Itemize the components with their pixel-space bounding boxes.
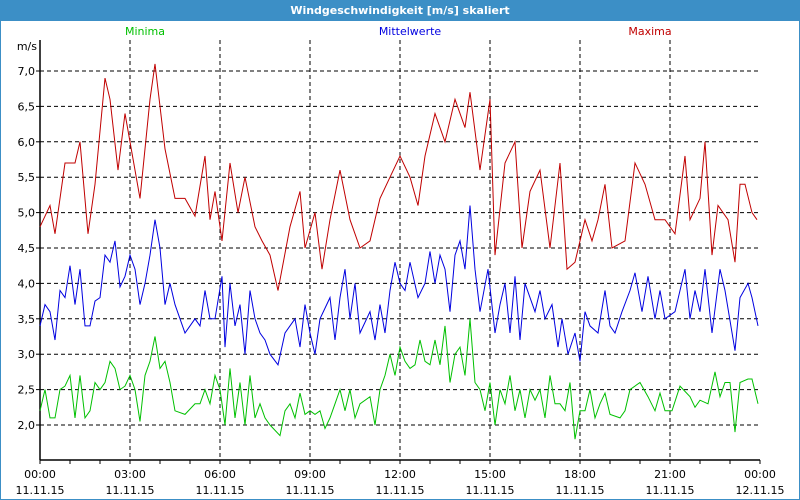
x-tick-time: 09:00: [294, 468, 326, 481]
window-title: Windgeschwindigkeit [m/s] skaliert: [0, 0, 800, 21]
x-tick-date: 11.11.15: [196, 484, 245, 497]
x-tick-time: 00:00: [744, 468, 776, 481]
series-line-mittelwerte: [39, 205, 759, 366]
series-line-maxima: [39, 63, 758, 291]
y-tick-label: 2,0: [18, 419, 36, 432]
y-tick-label: 3,0: [18, 348, 36, 361]
x-tick-time: 15:00: [474, 468, 506, 481]
x-tick-time: 18:00: [564, 468, 596, 481]
x-tick-time: 03:00: [114, 468, 146, 481]
y-tick-label: 4,5: [18, 242, 36, 255]
x-tick-time: 00:00: [24, 468, 56, 481]
x-tick-date: 11.11.15: [286, 484, 335, 497]
y-tick-label: 2,5: [18, 384, 36, 397]
x-tick-date: 12.11.15: [736, 484, 785, 497]
legend-maxima: Maxima: [628, 25, 671, 38]
x-tick-time: 06:00: [204, 468, 236, 481]
legend-minima: Minima: [125, 25, 165, 38]
y-tick-label: 5,5: [18, 171, 36, 184]
y-tick-label: 5,0: [18, 207, 36, 220]
x-tick-date: 11.11.15: [376, 484, 425, 497]
y-tick-label: 6,5: [18, 100, 36, 113]
x-tick-date: 11.11.15: [106, 484, 155, 497]
x-tick-date: 11.11.15: [556, 484, 605, 497]
x-tick-date: 11.11.15: [466, 484, 515, 497]
y-tick-label: 7,0: [18, 65, 36, 78]
x-tick-time: 21:00: [654, 468, 686, 481]
y-axis-label: m/s: [17, 40, 37, 53]
y-tick-label: 3,5: [18, 313, 36, 326]
y-tick-label: 4,0: [18, 277, 36, 290]
series-line-minima: [39, 318, 759, 440]
x-tick-time: 12:00: [384, 468, 416, 481]
x-tick-date: 11.11.15: [646, 484, 695, 497]
x-tick-date: 11.11.15: [16, 484, 65, 497]
y-tick-label: 6,0: [18, 136, 36, 149]
legend-mittelwerte: Mittelwerte: [379, 25, 442, 38]
